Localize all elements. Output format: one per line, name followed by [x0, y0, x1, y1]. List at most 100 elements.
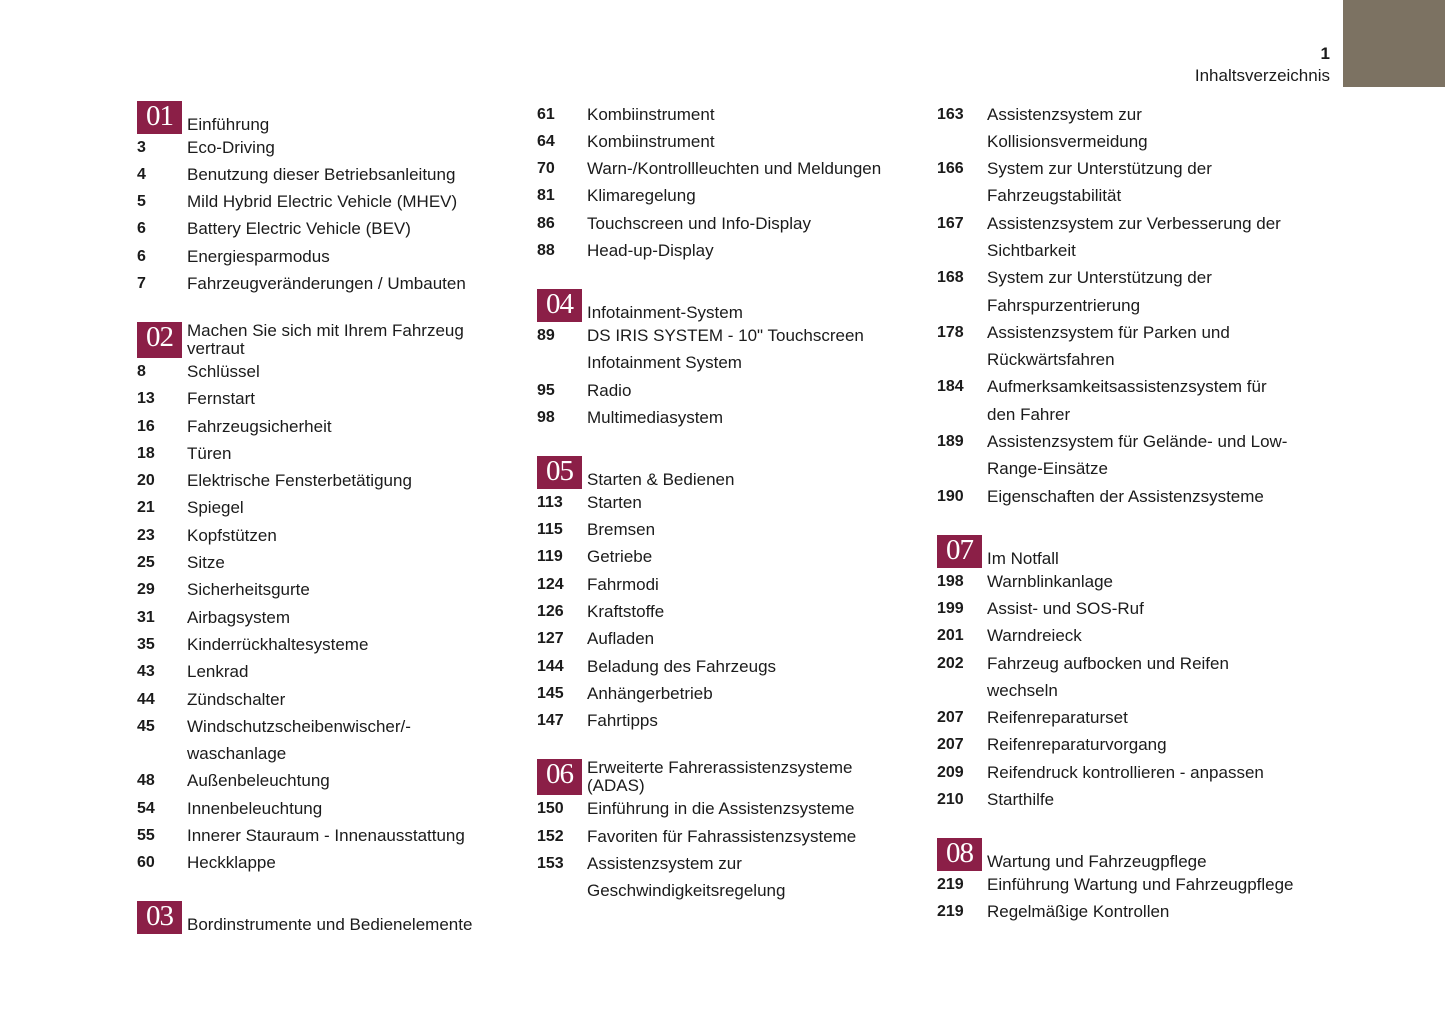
- toc-entry[interactable]: 209 Reifendruck kontrollieren - anpassen: [937, 759, 1317, 786]
- toc-entry[interactable]: 8 Schlüssel: [137, 358, 517, 385]
- toc-entry[interactable]: 29 Sicherheitsgurte: [137, 576, 517, 603]
- toc-column-3: 163 Assistenzsystem zur Kollisionsvermeid…: [937, 101, 1317, 926]
- toc-entry[interactable]: 44 Zündschalter: [137, 686, 517, 713]
- toc-entry[interactable]: 6 Energiesparmodus: [137, 243, 517, 270]
- toc-entry[interactable]: 6 Battery Electric Vehicle (BEV): [137, 215, 517, 242]
- entry-page-number: 145: [537, 684, 564, 702]
- entry-title: Regelmäßige Kontrollen: [987, 902, 1170, 922]
- toc-entry[interactable]: 153 Assistenzsystem zur Geschwindigkeitsr…: [537, 850, 917, 905]
- toc-entry[interactable]: 210 Starthilfe: [937, 786, 1317, 813]
- entry-page-number: 207: [937, 736, 964, 754]
- chapter-title[interactable]: Machen Sie sich mit Ihrem Fahrzeug vertr…: [187, 320, 464, 358]
- entry-title: Energiesparmodus: [187, 246, 330, 266]
- toc-entry[interactable]: 35 Kinderrückhaltesysteme: [137, 631, 517, 658]
- toc-entry[interactable]: 198 Warnblinkanlage: [937, 568, 1317, 595]
- toc-entry[interactable]: 113 Starten: [537, 489, 917, 516]
- entry-page-number: 166: [937, 160, 964, 178]
- toc-entry[interactable]: 31 Airbagsystem: [137, 604, 517, 631]
- entry-title: System zur Unterstützung der Fahrzeugsta…: [987, 159, 1212, 206]
- entry-title: Warn-/Kontrollleuchten und Meldungen: [587, 159, 882, 179]
- chapter-title[interactable]: Wartung und Fahrzeugpflege: [987, 852, 1207, 871]
- chapter-title[interactable]: Bordinstrumente und Bedienelemente: [187, 915, 473, 935]
- toc-entry[interactable]: 21 Spiegel: [137, 494, 517, 521]
- entry-page-number: 5: [137, 193, 146, 211]
- entry-page-number: 127: [537, 630, 564, 648]
- entry-title: Einführung Wartung und Fahrzeugpflege: [987, 875, 1294, 894]
- entry-page-number: 23: [137, 526, 155, 544]
- entry-title: Reifenreparaturvorgang: [987, 735, 1167, 755]
- entry-title: Mild Hybrid Electric Vehicle (MHEV): [187, 192, 458, 212]
- toc-entry[interactable]: 81 Klimaregelung: [537, 182, 917, 209]
- toc-entry[interactable]: 45 Windschutzscheibenwischer/- waschanlag…: [137, 713, 517, 768]
- toc-entry[interactable]: 61 Kombiinstrument: [537, 101, 917, 128]
- entry-title: Türen: [187, 443, 232, 463]
- toc-entry[interactable]: 190 Eigenschaften der Assistenzsysteme: [937, 483, 1317, 510]
- toc-entry[interactable]: 55 Innerer Stauraum - Innenausstattung: [137, 822, 517, 849]
- toc-entry[interactable]: 86 Touchscreen und Info-Display: [537, 210, 917, 237]
- toc-entry[interactable]: 189 Assistenzsystem für Gelände- und Low-…: [937, 428, 1317, 483]
- toc-entry[interactable]: 168 System zur Unterstützung der Fahrspur…: [937, 264, 1317, 319]
- toc-entry[interactable]: 98 Multimediasystem: [537, 404, 917, 431]
- toc-entry[interactable]: 202 Fahrzeug aufbocken und Reifen wechsel…: [937, 650, 1317, 705]
- toc-entry[interactable]: 43 Lenkrad: [137, 658, 517, 685]
- toc-entry[interactable]: 3 Eco-Driving: [137, 134, 517, 161]
- entry-page-number: 7: [137, 274, 146, 292]
- entry-title: Kopfstützen: [187, 525, 277, 545]
- chapter-number-badge: 04: [537, 288, 582, 322]
- entry-page-number: 25: [137, 554, 155, 572]
- toc-entry[interactable]: 199 Assist- und SOS-Ruf: [937, 595, 1317, 622]
- toc-entry[interactable]: 124 Fahrmodi: [537, 571, 917, 598]
- chapter-title[interactable]: Im Notfall: [987, 548, 1059, 568]
- toc-entry[interactable]: 70 Warn-/Kontrollleuchten und Meldungen: [537, 155, 917, 182]
- toc-entry[interactable]: 18 Türen: [137, 440, 517, 467]
- toc-entry[interactable]: 207 Reifenreparaturvorgang: [937, 731, 1317, 758]
- toc-entry[interactable]: 147 Fahrtipps: [537, 707, 917, 734]
- toc-entry[interactable]: 166 System zur Unterstützung der Fahrzeug…: [937, 155, 1317, 210]
- chapter-title[interactable]: Starten & Bedienen: [587, 469, 735, 489]
- toc-entry[interactable]: 64 Kombiinstrument: [537, 128, 917, 155]
- toc-entry[interactable]: 150 Einführung in die Assistenzsysteme: [537, 795, 917, 822]
- entry-page-number: 60: [137, 854, 155, 872]
- toc-entry[interactable]: 163 Assistenzsystem zur Kollisionsvermeid…: [937, 101, 1317, 156]
- toc-entry[interactable]: 13 Fernstart: [137, 385, 517, 412]
- toc-entry[interactable]: 201 Warndreieck: [937, 622, 1317, 649]
- toc-entry[interactable]: 144 Beladung des Fahrzeugs: [537, 653, 917, 680]
- chapter-title[interactable]: Erweiterte Fahrerassistenzsysteme (ADAS): [587, 758, 853, 796]
- chapter-title[interactable]: Einführung: [187, 114, 270, 134]
- entry-page-number: 178: [937, 323, 964, 341]
- entry-page-number: 163: [937, 105, 964, 123]
- toc-entry[interactable]: 4 Benutzung dieser Betriebsanleitung: [137, 161, 517, 188]
- toc-entry[interactable]: 178 Assistenzsystem für Parken und Rückwä…: [937, 319, 1317, 374]
- entry-page-number: 199: [937, 599, 964, 617]
- toc-entry[interactable]: 88 Head-up-Display: [537, 237, 917, 264]
- toc-entry[interactable]: 95 Radio: [537, 377, 917, 404]
- entry-page-number: 144: [537, 657, 564, 675]
- chapter-title[interactable]: Infotainment-System: [587, 302, 743, 322]
- entry-title: Reifendruck kontrollieren - anpassen: [987, 762, 1264, 782]
- toc-entry[interactable]: 5 Mild Hybrid Electric Vehicle (MHEV): [137, 188, 517, 215]
- toc-entry[interactable]: 145 Anhängerbetrieb: [537, 680, 917, 707]
- toc-entry[interactable]: 23 Kopfstützen: [137, 522, 517, 549]
- toc-entry[interactable]: 152 Favoriten für Fahrassistenzsysteme: [537, 823, 917, 850]
- entry-page-number: 89: [537, 326, 555, 344]
- toc-entry[interactable]: 127 Aufladen: [537, 625, 917, 652]
- toc-entry[interactable]: 207 Reifenreparaturset: [937, 704, 1317, 731]
- page-title: Inhaltsverzeichnis: [1194, 66, 1330, 85]
- toc-entry[interactable]: 20 Elektrische Fensterbetätigung: [137, 467, 517, 494]
- toc-entry[interactable]: 119 Getriebe: [537, 543, 917, 570]
- toc-entry[interactable]: 60 Heckklappe: [137, 849, 517, 876]
- toc-entry[interactable]: 126 Kraftstoffe: [537, 598, 917, 625]
- entry-page-number: 198: [937, 572, 964, 590]
- toc-entry[interactable]: 219 Einführung Wartung und Fahrzeugpflege: [937, 871, 1317, 898]
- toc-entry[interactable]: 167 Assistenzsystem zur Verbesserung der …: [937, 210, 1317, 265]
- toc-entry[interactable]: 184 Aufmerksamkeitsassistenzsystem für de…: [937, 373, 1317, 428]
- toc-entry[interactable]: 25 Sitze: [137, 549, 517, 576]
- toc-entry[interactable]: 219 Regelmäßige Kontrollen: [937, 898, 1317, 925]
- toc-entry[interactable]: 115 Bremsen: [537, 516, 917, 543]
- toc-entry[interactable]: 16 Fahrzeugsicherheit: [137, 413, 517, 440]
- toc-entry[interactable]: 48 Außenbeleuchtung: [137, 767, 517, 794]
- toc-entry[interactable]: 7 Fahrzeugveränderungen / Umbauten: [137, 270, 517, 297]
- toc-entry[interactable]: 89 DS IRIS SYSTEM - 10" Touchscreen Infot…: [537, 322, 917, 377]
- toc-entry[interactable]: 54 Innenbeleuchtung: [137, 795, 517, 822]
- entry-title: Sitze: [187, 553, 225, 573]
